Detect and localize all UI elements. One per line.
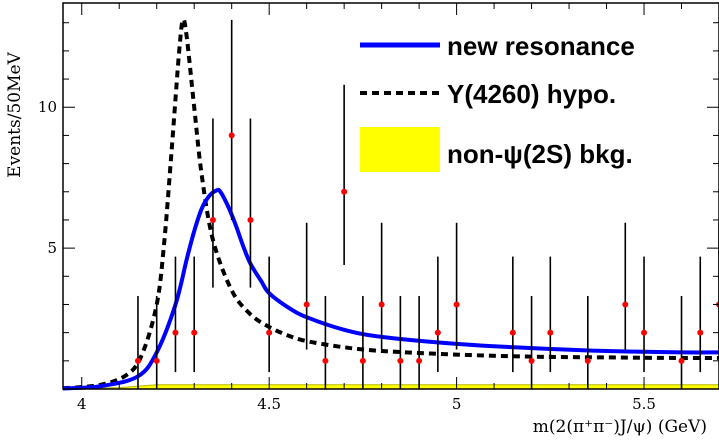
data-point [341, 188, 348, 195]
data-point [322, 357, 329, 364]
data-point [247, 216, 254, 223]
data-point [641, 329, 648, 336]
y-tick-label: 5 [47, 239, 57, 257]
legend-label-bkg: non-ψ(2S) bkg. [447, 139, 633, 169]
data-points-layer [134, 19, 719, 389]
data-point [547, 329, 554, 336]
data-point [172, 329, 179, 336]
plot-frame [62, 2, 719, 390]
series-y4260-line [62, 17, 719, 391]
data-point [678, 357, 685, 364]
data-point [397, 357, 404, 364]
legend-label-new-resonance: new resonance [447, 31, 635, 61]
x-tick-label: 4 [77, 395, 87, 413]
y-tick-label: 10 [38, 98, 57, 116]
ticks-layer: 4 4.5 5 5.5 5 10 [38, 3, 719, 413]
data-point [509, 329, 516, 336]
data-point [528, 357, 535, 364]
y-axis-title: Events/50MeV [5, 51, 25, 177]
data-point [378, 301, 385, 308]
data-point [584, 357, 591, 364]
legend-swatch-bkg [360, 127, 440, 172]
x-tick-label: 4.5 [257, 395, 281, 413]
data-point [266, 329, 273, 336]
data-point [228, 132, 235, 139]
x-axis-title: m(2(π⁺π⁻)J/ψ) (GeV) [533, 417, 707, 437]
x-tick-label: 5.5 [632, 395, 656, 413]
data-point [191, 329, 198, 336]
data-point [434, 329, 441, 336]
data-point [134, 357, 141, 364]
data-point [359, 357, 366, 364]
data-point [209, 216, 216, 223]
data-point [153, 357, 160, 364]
data-point [697, 329, 704, 336]
x-tick-label: 5 [452, 395, 462, 413]
data-point [453, 301, 460, 308]
legend-label-y4260: Y(4260) hypo. [447, 79, 616, 109]
legend: new resonance Y(4260) hypo. non-ψ(2S) bk… [360, 31, 635, 172]
data-point [622, 301, 629, 308]
data-point [416, 357, 423, 364]
data-point [303, 301, 310, 308]
